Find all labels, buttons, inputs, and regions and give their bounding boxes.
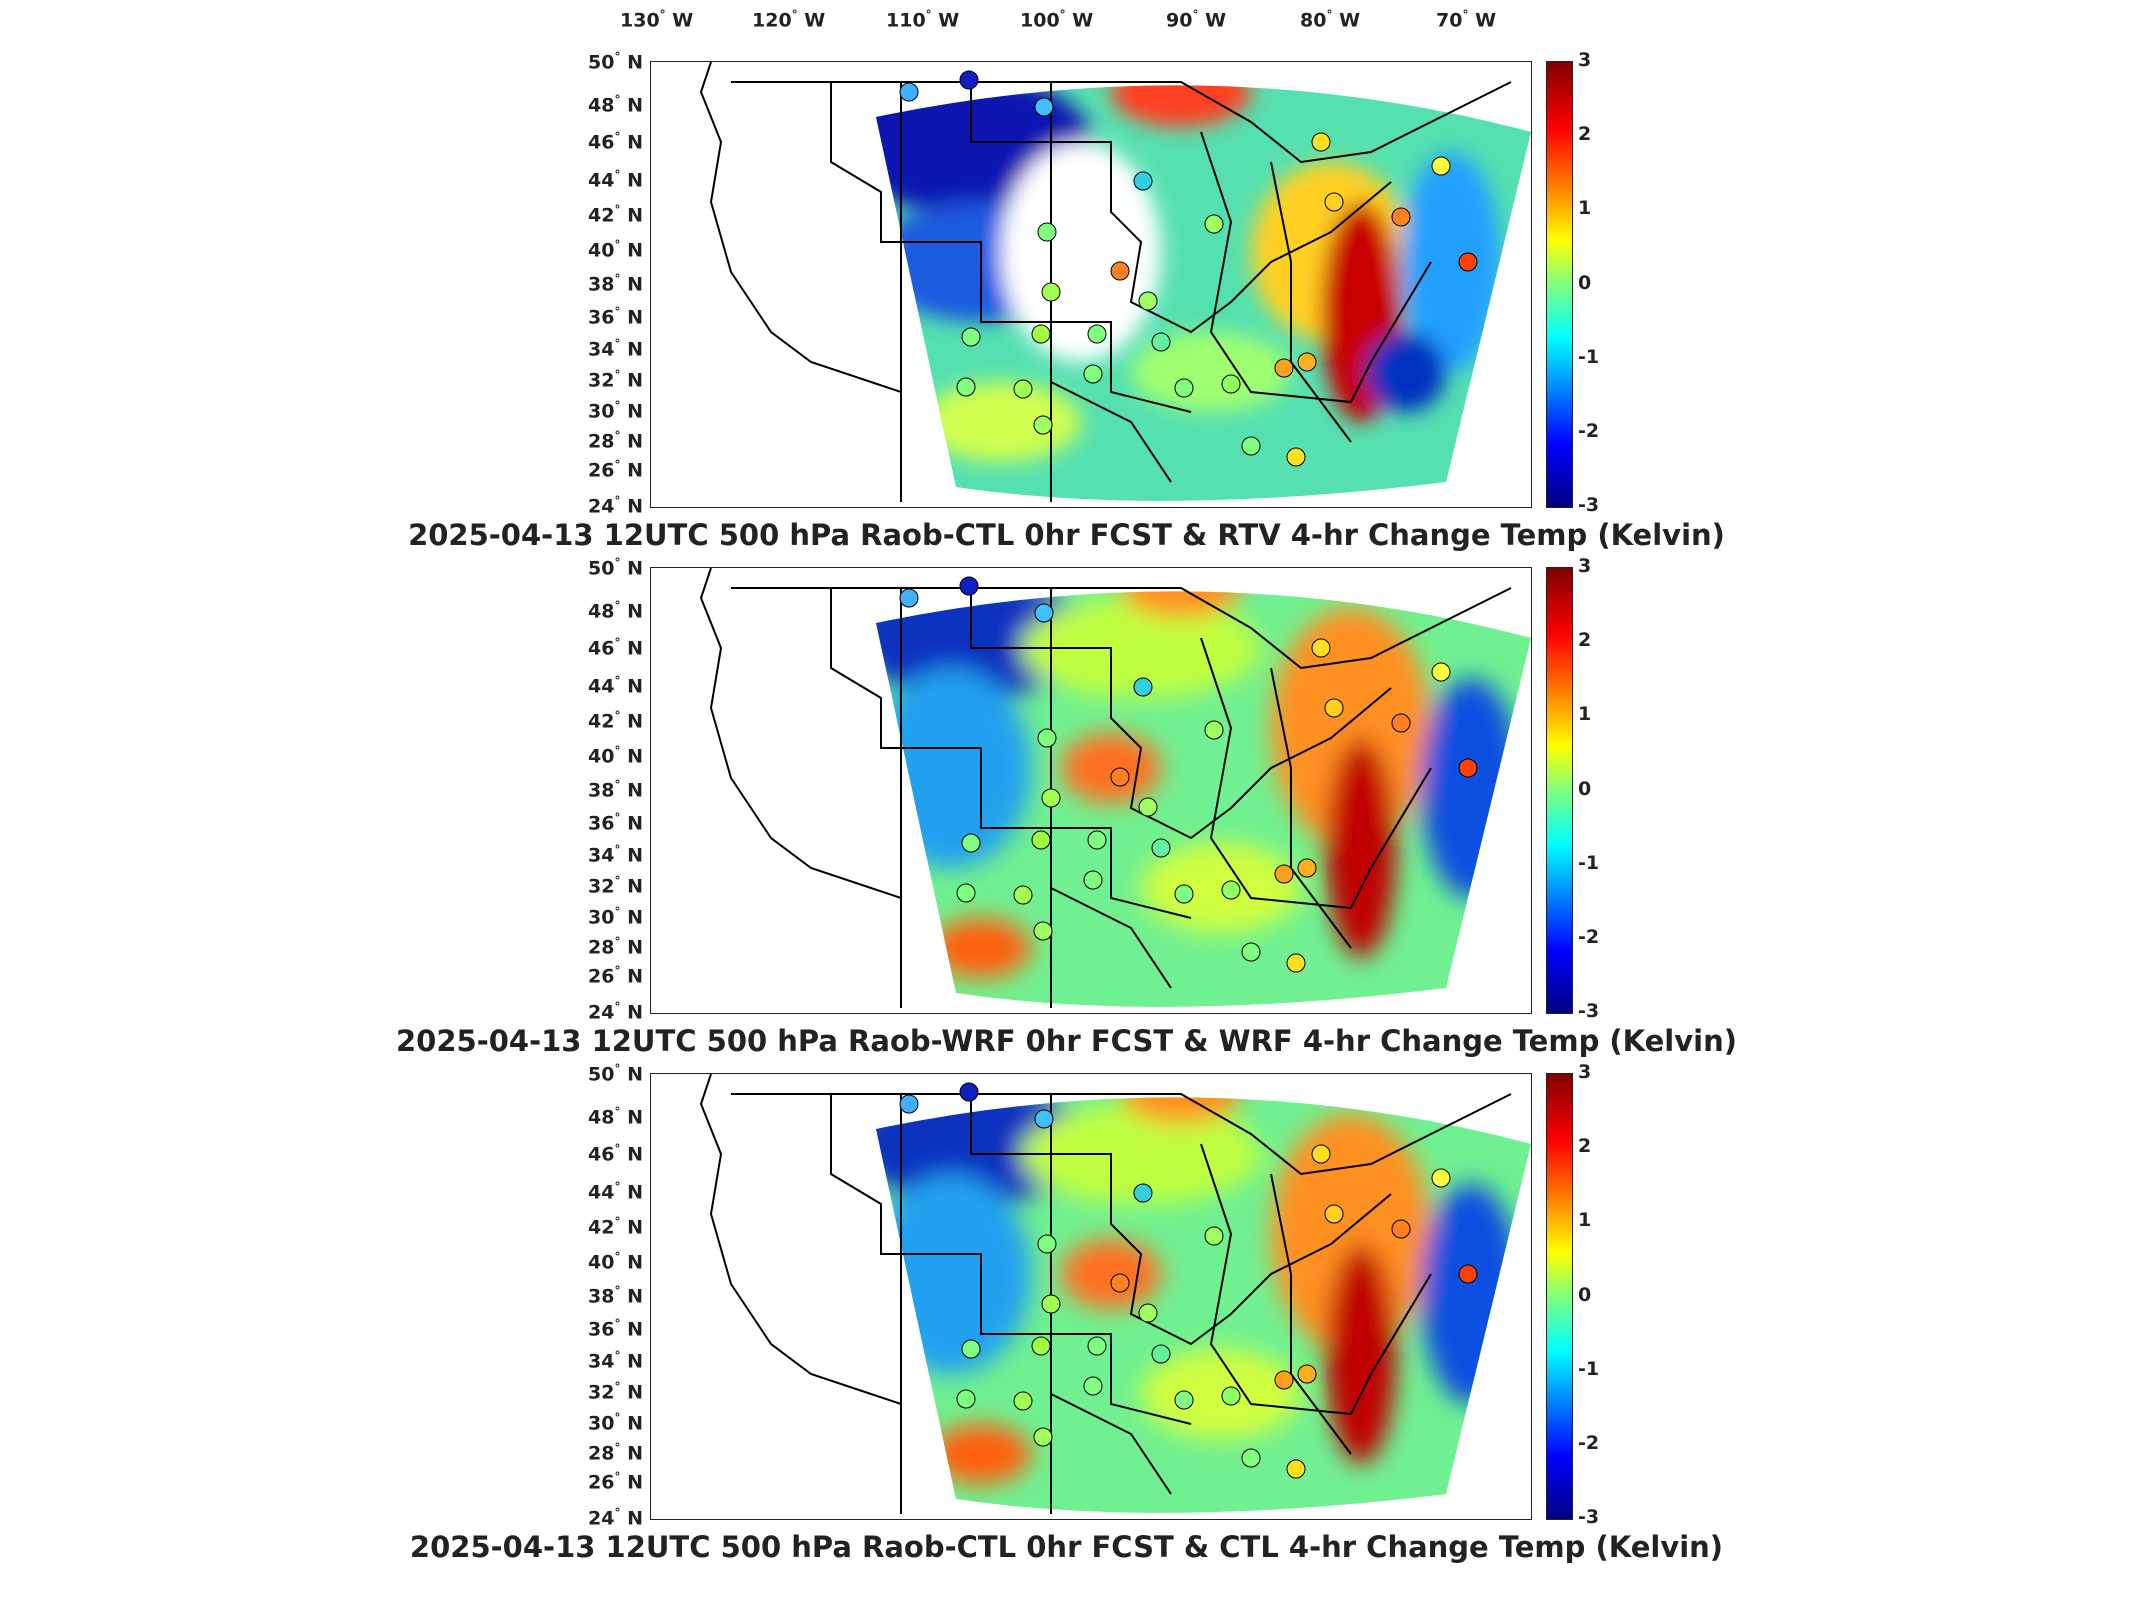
lat-label-36n: 36° N (588, 305, 643, 329)
lat-label-36n: 36° N (588, 1317, 643, 1341)
lat-label-40n: 40° N (588, 744, 643, 768)
lat-label-26n: 26° N (588, 964, 643, 988)
colorbar-3 (1546, 1073, 1573, 1520)
colorbar-tick: -1 (1578, 852, 1600, 874)
colorbar-tick: 2 (1578, 123, 1592, 145)
colorbar-tick: 3 (1578, 555, 1592, 577)
lon-label-120w: 120° W (752, 8, 826, 32)
lat-label-36n: 36° N (588, 811, 643, 835)
lat-label-42n: 42° N (588, 1215, 643, 1239)
lat-label-26n: 26° N (588, 1470, 643, 1494)
colorbar-tick: -2 (1578, 420, 1600, 442)
lat-label-30n: 30° N (588, 1411, 643, 1435)
colorbar-tick: 0 (1578, 1284, 1592, 1306)
lat-label-42n: 42° N (588, 203, 643, 227)
colorbar-tick: -3 (1578, 494, 1600, 516)
lat-label-42n: 42° N (588, 709, 643, 733)
colorbar-tick: 2 (1578, 1135, 1592, 1157)
lat-label-50n: 50° N (588, 1062, 643, 1086)
colorbar-tick: 1 (1578, 1209, 1592, 1231)
lon-label-90w: 90° W (1166, 8, 1227, 32)
lat-label-30n: 30° N (588, 905, 643, 929)
lat-label-40n: 40° N (588, 238, 643, 262)
lat-label-48n: 48° N (588, 93, 643, 117)
lat-label-38n: 38° N (588, 778, 643, 802)
lat-label-38n: 38° N (588, 1284, 643, 1308)
lat-label-32n: 32° N (588, 368, 643, 392)
lat-label-34n: 34° N (588, 337, 643, 361)
state-boundaries-2 (699, 568, 1512, 1008)
map-2-svg (699, 568, 1531, 1008)
colorbar-2 (1546, 567, 1573, 1014)
lat-label-46n: 46° N (588, 1142, 643, 1166)
lat-label-38n: 38° N (588, 272, 643, 296)
temp-field-3 (876, 1097, 1531, 1513)
colorbar-tick: -3 (1578, 1506, 1600, 1528)
lat-label-44n: 44° N (588, 674, 643, 698)
panel-title-1: 2025-04-13 12UTC 500 hPa Raob-CTL 0hr FC… (408, 518, 1725, 552)
lat-label-34n: 34° N (588, 843, 643, 867)
lat-label-50n: 50° N (588, 556, 643, 580)
colorbar-tick: 0 (1578, 272, 1592, 294)
map-1 (650, 61, 1532, 508)
colorbar-tick: 3 (1578, 1061, 1592, 1083)
lat-label-28n: 28° N (588, 429, 643, 453)
lat-label-40n: 40° N (588, 1250, 643, 1274)
lat-label-24n: 24° N (588, 494, 643, 518)
raob-stations-3 (899, 1082, 1478, 1479)
colorbar-tick: 1 (1578, 703, 1592, 725)
map-3 (650, 1073, 1532, 1520)
colorbar-tick: 0 (1578, 778, 1592, 800)
lat-label-50n: 50° N (588, 50, 643, 74)
lat-label-32n: 32° N (588, 1380, 643, 1404)
lat-label-30n: 30° N (588, 399, 643, 423)
lat-label-48n: 48° N (588, 599, 643, 623)
colorbar-tick: -2 (1578, 1432, 1600, 1454)
lat-label-48n: 48° N (588, 1105, 643, 1129)
colorbar-tick: 2 (1578, 629, 1592, 651)
panel-title-3: 2025-04-13 12UTC 500 hPa Raob-CTL 0hr FC… (409, 1530, 1724, 1564)
colorbar-tick: 3 (1578, 49, 1592, 71)
colorbar-tick: -2 (1578, 926, 1600, 948)
lat-label-28n: 28° N (588, 1441, 643, 1465)
lat-label-46n: 46° N (588, 130, 643, 154)
lat-label-26n: 26° N (588, 458, 643, 482)
colorbar-tick: -1 (1578, 346, 1600, 368)
lon-label-80w: 80° W (1300, 8, 1361, 32)
lon-label-130w: 130° W (620, 8, 694, 32)
lat-label-24n: 24° N (588, 1000, 643, 1024)
colorbar-tick: 1 (1578, 197, 1592, 219)
colorbar-1 (1546, 61, 1573, 508)
lat-label-24n: 24° N (588, 1506, 643, 1530)
map-1-svg (699, 62, 1531, 502)
colorbar-tick: -3 (1578, 1000, 1600, 1022)
raob-stations-1 (899, 70, 1478, 467)
lat-label-32n: 32° N (588, 874, 643, 898)
map-2 (650, 567, 1532, 1014)
lat-label-34n: 34° N (588, 1349, 643, 1373)
map-3-svg (699, 1074, 1531, 1514)
colorbar-tick: -1 (1578, 1358, 1600, 1380)
panel-title-2: 2025-04-13 12UTC 500 hPa Raob-WRF 0hr FC… (395, 1024, 1737, 1058)
lat-label-28n: 28° N (588, 935, 643, 959)
temp-field-2 (876, 591, 1531, 1007)
lat-label-46n: 46° N (588, 636, 643, 660)
lat-label-44n: 44° N (588, 168, 643, 192)
lon-label-110w: 110° W (886, 8, 960, 32)
temp-field-1 (876, 85, 1531, 501)
lat-label-44n: 44° N (588, 1180, 643, 1204)
lon-label-70w: 70° W (1436, 8, 1497, 32)
lon-label-100w: 100° W (1020, 8, 1094, 32)
raob-stations-2 (899, 576, 1478, 973)
